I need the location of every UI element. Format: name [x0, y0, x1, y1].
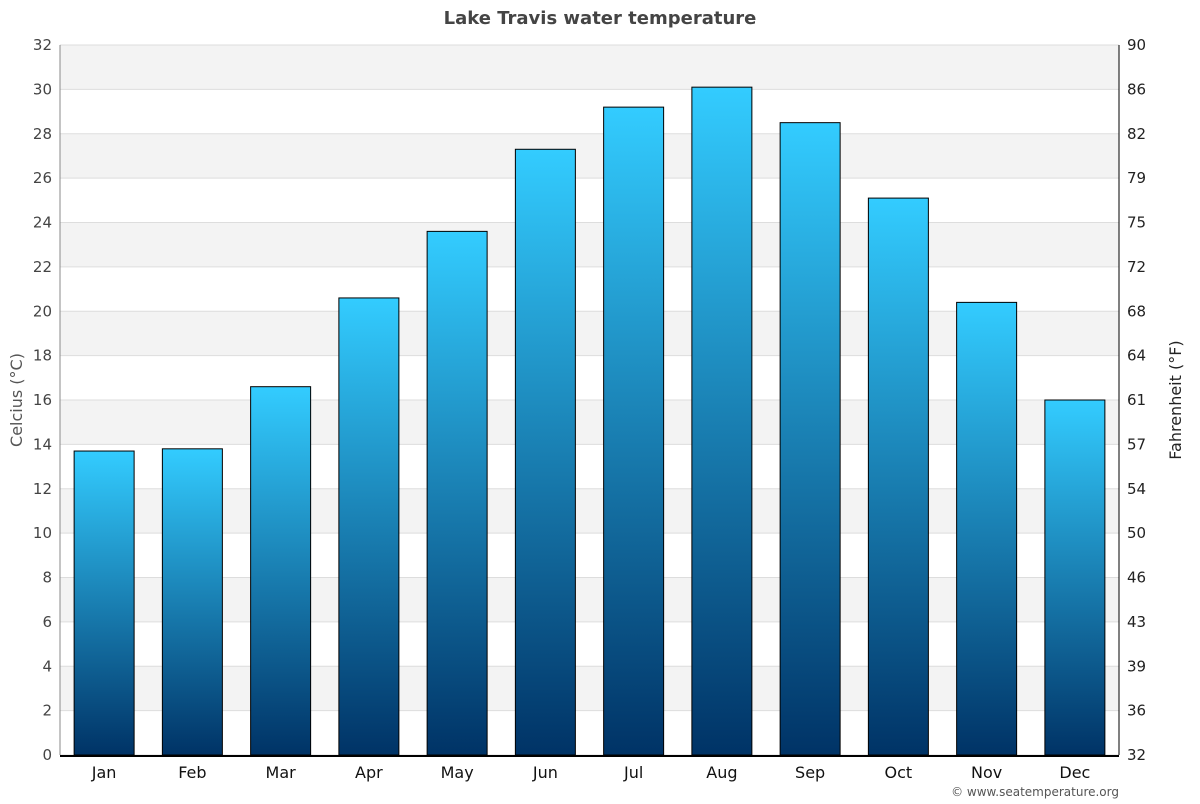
x-tick-label: Dec [1059, 763, 1090, 782]
y-tick-label-right: 43 [1127, 613, 1146, 631]
y-tick-label-right: 90 [1127, 36, 1146, 54]
grid-band [60, 45, 1119, 90]
y-tick-label-right: 39 [1127, 657, 1146, 675]
y-tick-label-right: 54 [1127, 480, 1146, 498]
y-tick-label-right: 50 [1127, 524, 1146, 542]
y-tick-label: 22 [33, 258, 52, 276]
y-tick-label-right: 64 [1127, 347, 1146, 365]
grid-band [60, 311, 1119, 356]
y-tick-label: 24 [33, 214, 52, 232]
y-tick-label-right: 46 [1127, 569, 1146, 587]
y-tick-label: 12 [33, 480, 52, 498]
bar-dec [1044, 399, 1106, 756]
tick-labels: 0 32 2 36 4 39 6 43 8 46 10 50 12 54 14 57 16 61 18 64 20 68 2… [33, 36, 1146, 782]
x-tick-label: Mar [266, 763, 297, 782]
y-tick-label: 8 [42, 569, 52, 587]
y-tick-label-right: 72 [1127, 258, 1146, 276]
x-tick-label: Apr [355, 763, 383, 782]
bar-may [426, 230, 488, 756]
bar-oct [867, 197, 929, 756]
y-tick-label: 28 [33, 125, 52, 143]
x-tick-label: Sep [795, 763, 825, 782]
y-tick-label: 6 [42, 613, 52, 631]
x-tick-label: Oct [885, 763, 913, 782]
grid-band [60, 666, 1119, 711]
x-tick-label: Jun [532, 763, 558, 782]
y-tick-label-right: 79 [1127, 169, 1146, 187]
y-axis-label-right: Fahrenheit (°F) [1166, 340, 1185, 459]
bar-jun [514, 148, 576, 756]
y-tick-label: 16 [33, 391, 52, 409]
y-tick-label: 26 [33, 169, 52, 187]
y-tick-label-right: 32 [1127, 746, 1146, 764]
y-tick-label-right: 57 [1127, 435, 1146, 453]
y-tick-label: 32 [33, 36, 52, 54]
y-tick-label-right: 82 [1127, 125, 1146, 143]
y-tick-label-right: 36 [1127, 702, 1146, 720]
bar-nov [956, 301, 1018, 756]
bar-aug [691, 86, 753, 756]
y-tick-label: 10 [33, 524, 52, 542]
bar-feb [161, 448, 223, 756]
bars [73, 86, 1106, 756]
grid-band [60, 133, 1119, 179]
y-tick-label: 20 [33, 302, 52, 320]
y-tick-label: 0 [42, 746, 52, 764]
grid-band [60, 400, 1119, 445]
y-tick-label: 18 [33, 347, 52, 365]
y-axis-label-left: Celcius (°C) [7, 353, 26, 447]
x-tick-label: Jul [623, 763, 643, 782]
bar-apr [338, 297, 400, 756]
credit-text: © www.seatemperature.org [951, 785, 1119, 799]
grid-band [60, 222, 1119, 267]
y-tick-label: 2 [42, 702, 52, 720]
bar-jul [603, 106, 665, 756]
x-tick-label: Jan [91, 763, 117, 782]
x-tick-label: Aug [706, 763, 737, 782]
x-tick-label: Feb [178, 763, 206, 782]
bar-mar [250, 386, 312, 756]
x-tick-label: May [441, 763, 474, 782]
y-tick-label: 14 [33, 435, 52, 453]
y-tick-label-right: 86 [1127, 80, 1146, 98]
x-tick-label: Nov [971, 763, 1002, 782]
y-tick-label-right: 75 [1127, 214, 1146, 232]
y-tick-label: 4 [42, 657, 52, 675]
grid-bands [60, 45, 1119, 711]
bar-sep [779, 122, 841, 756]
y-tick-label-right: 61 [1127, 391, 1146, 409]
y-tick-label-right: 68 [1127, 302, 1146, 320]
grid-band [60, 577, 1119, 622]
bar-jan [73, 450, 135, 756]
axes [59, 45, 1120, 757]
chart-title: Lake Travis water temperature [444, 8, 757, 29]
y-tick-label: 30 [33, 80, 52, 98]
grid-band [60, 488, 1119, 534]
